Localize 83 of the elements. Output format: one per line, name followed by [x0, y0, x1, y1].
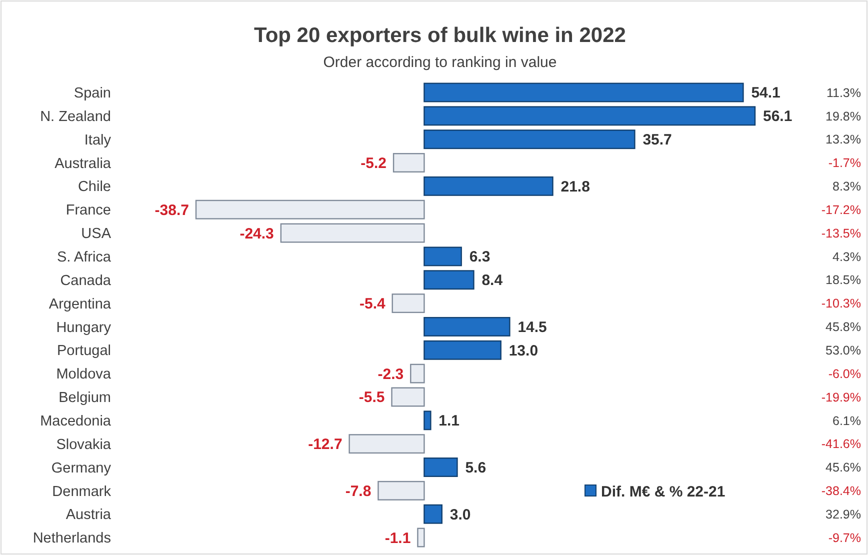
text: 53.0%: [826, 344, 861, 358]
y-tick-label: Australia: [54, 156, 112, 172]
bar: [348, 434, 425, 454]
y-tick-label: Spain: [74, 86, 111, 102]
data-label: 54.1: [751, 84, 780, 102]
bar: [410, 364, 425, 384]
text: 45.8%: [826, 320, 861, 334]
text: -13.5%: [821, 226, 861, 240]
data-label: 56.1: [763, 108, 792, 126]
bar: [417, 528, 425, 548]
data-label: -7.8: [345, 482, 372, 500]
bar: [392, 153, 425, 172]
data-label: -24.3: [240, 225, 274, 242]
bar: [424, 176, 554, 196]
data-label: 8.4: [482, 272, 504, 290]
legend-label: Dif. M€ & % 22-21: [601, 483, 726, 500]
data-label: 13.0: [508, 342, 538, 360]
text: 13.3%: [826, 132, 861, 147]
bar: [378, 480, 425, 500]
y-tick-label: Italy: [84, 132, 112, 148]
bar: [280, 223, 425, 243]
y-tick-label: Hungary: [56, 320, 112, 336]
chart-subtitle: Order according to ranking in value: [323, 54, 557, 71]
text: -6.0%: [828, 366, 861, 381]
y-tick-label: Belgium: [58, 390, 111, 406]
bar: [424, 106, 756, 126]
y-tick-label: Austria: [66, 507, 112, 524]
data-label: 14.5: [518, 318, 547, 336]
y-tick-label: Canada: [60, 272, 112, 289]
y-tick-label: France: [66, 202, 111, 219]
text: -38.4%: [821, 484, 861, 498]
bar: [391, 387, 425, 407]
bar: [392, 294, 425, 314]
text: -9.7%: [828, 530, 861, 545]
data-label: 1.1: [438, 412, 460, 430]
y-tick-label: Slovakia: [56, 436, 112, 453]
bar: [424, 82, 744, 102]
data-label: 21.8: [560, 178, 590, 196]
text: 32.9%: [826, 507, 861, 522]
bar: [424, 340, 502, 360]
data-label: 5.6: [465, 460, 486, 476]
y-tick-label: N. Zealand: [40, 108, 111, 125]
y-tick-label: Netherlands: [32, 530, 111, 547]
data-label: -5.2: [360, 155, 387, 172]
chart-title: Top 20 exporters of bulk wine in 2022: [254, 24, 626, 47]
text: 11.3%: [826, 86, 861, 100]
bar: [424, 316, 510, 336]
text: 45.6%: [826, 460, 861, 475]
y-tick-label: Denmark: [52, 484, 112, 500]
text: -10.3%: [821, 296, 861, 311]
text: 6.1%: [832, 414, 861, 428]
bar: [424, 130, 636, 150]
data-label: -5.4: [360, 296, 386, 313]
text: -1.7%: [828, 156, 861, 170]
y-tick-label: Chile: [78, 179, 111, 196]
data-label: 3.0: [450, 506, 471, 524]
text: -19.9%: [821, 390, 861, 404]
bar: [424, 246, 462, 266]
text: 4.3%: [832, 250, 861, 264]
text: 18.5%: [826, 273, 861, 288]
bar: [195, 200, 425, 220]
bar: [424, 270, 474, 290]
data-label: -1.1: [384, 530, 411, 547]
text: 8.3%: [832, 180, 861, 194]
data-label: -12.7: [308, 436, 342, 454]
text: -17.2%: [821, 202, 861, 217]
data-label: -38.7: [154, 202, 189, 219]
bar: [424, 458, 458, 477]
data-label: 35.7: [642, 132, 672, 149]
text: -41.6%: [821, 437, 861, 452]
bar: [424, 410, 432, 430]
text: 19.8%: [826, 109, 861, 124]
y-tick-label: Portugal: [56, 343, 111, 360]
y-tick-label: USA: [81, 226, 112, 242]
bar: [424, 504, 442, 524]
data-label: -2.3: [378, 366, 404, 383]
y-tick-label: Argentina: [48, 296, 112, 312]
y-tick-label: Germany: [51, 460, 112, 476]
data-label: -5.5: [358, 389, 385, 406]
data-label: 6.3: [469, 248, 490, 266]
y-tick-label: S. Africa: [57, 250, 112, 266]
y-tick-label: Moldova: [56, 366, 112, 383]
y-tick-label: Macedonia: [40, 413, 112, 430]
